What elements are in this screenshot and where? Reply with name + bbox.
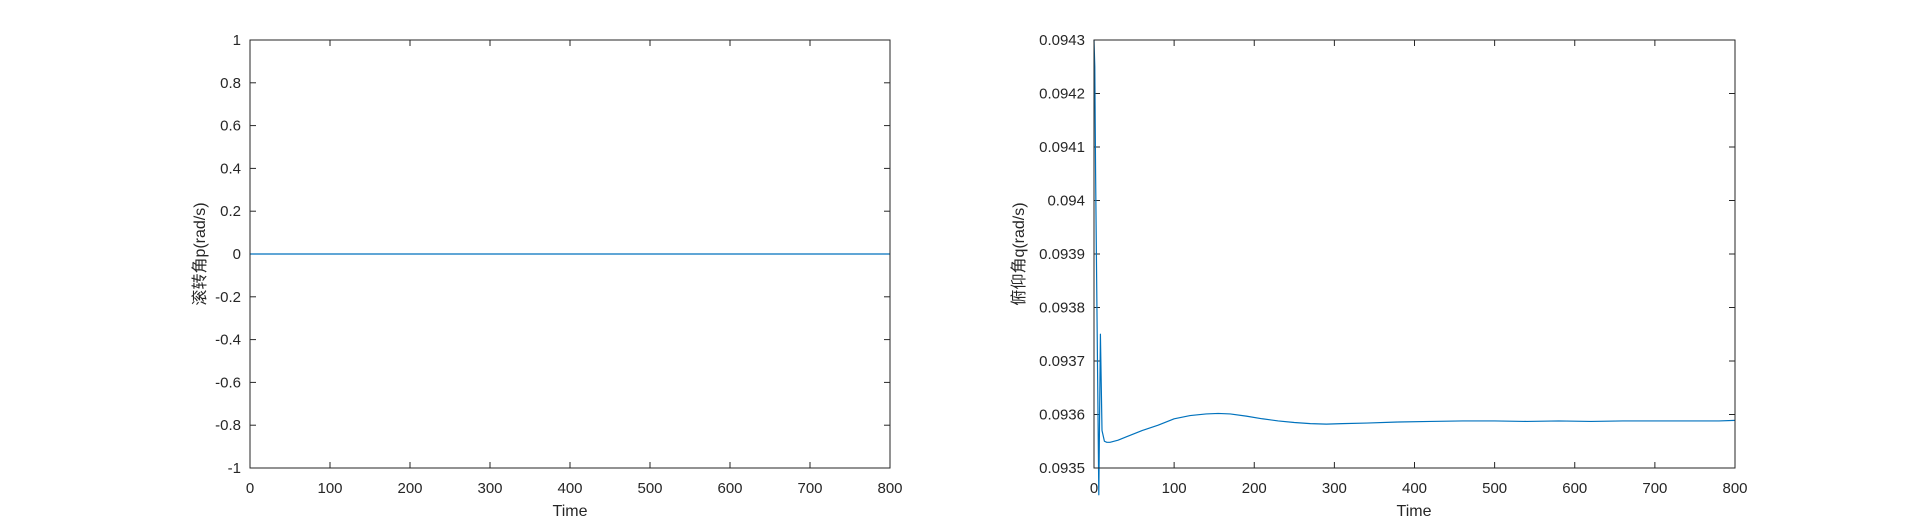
x-tick-label: 300: [1322, 480, 1347, 497]
y-tick-label: 1: [233, 32, 241, 49]
y-tick-label: 0.0943: [1039, 32, 1085, 49]
y-tick-label: 0.0935: [1039, 460, 1085, 477]
x-tick-label: 400: [1402, 480, 1427, 497]
x-tick-label: 100: [1162, 480, 1187, 497]
y-axis-label: 俯仰角q(rad/s): [1010, 202, 1028, 305]
y-tick-label: 0.0937: [1039, 353, 1085, 370]
y-tick-label: 0.8: [220, 75, 241, 92]
y-tick-label: -0.6: [215, 374, 241, 391]
x-tick-label: 600: [1562, 480, 1587, 497]
y-tick-label: -0.8: [215, 417, 241, 434]
x-tick-label: 300: [477, 480, 502, 497]
x-tick-label: 700: [797, 480, 822, 497]
y-tick-label: 0: [233, 246, 241, 263]
x-axis-label: Time: [1397, 503, 1432, 520]
x-tick-label: 800: [877, 480, 902, 497]
y-tick-label: -0.4: [215, 332, 241, 349]
x-tick-label: 400: [557, 480, 582, 497]
y-tick-label: 0.094: [1047, 193, 1085, 210]
x-tick-label: 0: [246, 480, 254, 497]
y-tick-label: 0.0941: [1039, 139, 1085, 156]
x-tick-label: 500: [637, 480, 662, 497]
y-tick-label: 0.6: [220, 118, 241, 135]
y-tick-label: -1: [228, 460, 241, 477]
axes-pitch-rate: 0 100 200 300 400 500 600 700 800 0.0935 0.0936 0.0…: [1010, 32, 1748, 520]
axes-box: [249, 39, 891, 469]
tick-labels: 0 100 200 300 400 500 600 700 800 0.0935 0.0936 0.0…: [1039, 32, 1747, 497]
axes-roll-rate: 0 100 200 300 400 500 600 700 800 -1 -0.8 -0.6 -0.4 -…: [191, 32, 903, 520]
y-tick-label: 0.0936: [1039, 407, 1085, 424]
series-line: [1093, 39, 1736, 496]
y-tick-label: 0.0938: [1039, 300, 1085, 317]
y-axis-label: 滚转角p(rad/s): [191, 202, 209, 305]
tick-labels: 0 100 200 300 400 500 600 700 800 -1 -0.8 -0.6 -0.4 -…: [215, 32, 902, 497]
series-layer: [1093, 39, 1736, 496]
y-tick-label: 0.4: [220, 160, 241, 177]
y-tick-label: 0.0942: [1039, 86, 1085, 103]
x-tick-label: 0: [1090, 480, 1098, 497]
x-tick-label: 100: [317, 480, 342, 497]
y-tick-label: 0.0939: [1039, 246, 1085, 263]
x-axis-label: Time: [553, 503, 588, 520]
x-tick-label: 700: [1642, 480, 1667, 497]
x-tick-label: 200: [397, 480, 422, 497]
x-tick-label: 200: [1242, 480, 1267, 497]
x-tick-label: 500: [1482, 480, 1507, 497]
axes-box: [1093, 39, 1736, 469]
y-tick-label: 0.2: [220, 203, 241, 220]
plot-area-background: [1094, 40, 1735, 468]
y-tick-label: -0.2: [215, 289, 241, 306]
x-tick-label: 600: [717, 480, 742, 497]
x-tick-label: 800: [1722, 480, 1747, 497]
